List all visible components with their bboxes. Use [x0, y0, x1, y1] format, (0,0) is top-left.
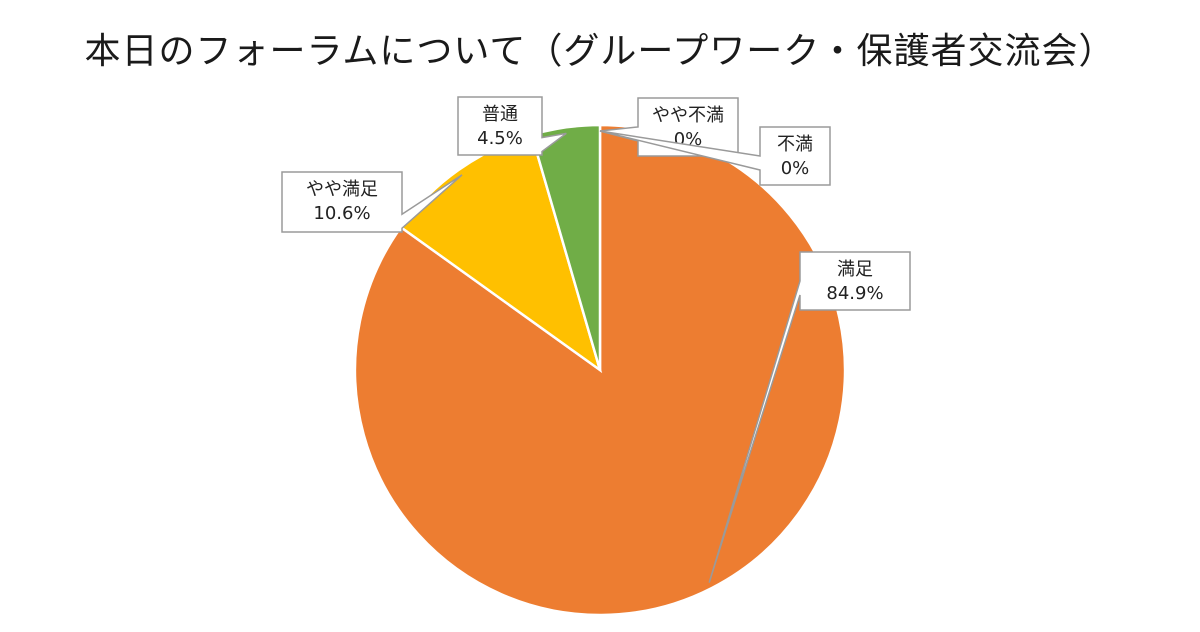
- slice-value-label: 84.9%: [826, 283, 883, 304]
- callout-box: [281, 171, 463, 233]
- chart-title: 本日のフォーラムについて（グループワーク・保護者交流会）: [84, 31, 1116, 72]
- slice-label: 満足: [837, 259, 873, 280]
- slice-label: 普通: [482, 104, 518, 125]
- data-label-callout: 普通 4.5%: [457, 96, 567, 156]
- data-label-callout: 満足 84.9%: [708, 251, 911, 583]
- slice-value-label: 10.6%: [313, 203, 370, 224]
- slice-value-label: 4.5%: [477, 128, 523, 149]
- pie-slice: [353, 123, 847, 617]
- callout-box: [599, 126, 831, 186]
- slice-label: 不満: [777, 134, 813, 155]
- callout-box: [457, 96, 567, 156]
- callouts-layer: 満足 84.9% やや満足 10.6% 普通 4.5% やや不満 0% 不満 0%: [281, 96, 911, 583]
- slice-value-label: 0%: [781, 158, 810, 179]
- slice-label: やや満足: [306, 179, 378, 200]
- data-label-callout: やや満足 10.6%: [281, 171, 463, 233]
- slices-layer: [353, 123, 847, 617]
- callout-box: [599, 97, 739, 157]
- slice-label: やや不満: [652, 105, 724, 126]
- callout-box: [708, 251, 911, 583]
- data-label-callout: 不満 0%: [599, 126, 831, 186]
